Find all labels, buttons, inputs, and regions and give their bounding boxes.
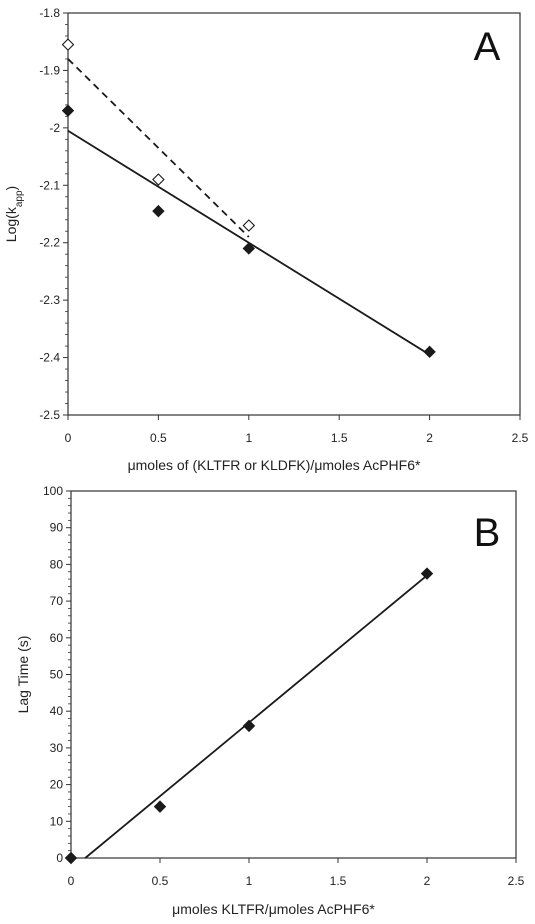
x-axis-label-text: moles of (KLTFR or KLDFK)/ [136,457,315,473]
x-axis-label-mu: μ [314,457,322,473]
y-tick-label: 70 [50,594,64,608]
y-tick-label: 10 [50,814,64,828]
open-diamond-marker [242,219,256,232]
open-diamond-marker [61,38,75,51]
x-tick-label: 1 [246,874,253,888]
y-tick-label: -2.2 [39,236,60,250]
y-tick-label: -2.4 [39,351,60,365]
filled-diamond-marker [152,204,165,218]
y-tick-label: -1.8 [39,6,60,20]
y-axis-label-subscript: app [14,190,25,207]
x-tick-label: 2 [424,874,431,888]
x-axis-label-mu: μ [128,457,136,473]
y-axis-label-close: ) [3,186,19,191]
y-tick-label: 90 [50,521,64,535]
filled-diamond-marker [242,242,256,255]
y-tick-label: -1.9 [39,63,60,77]
y-tick-label: -2 [49,121,60,135]
filled-diamond-marker [242,719,256,733]
y-tick-label: 50 [50,668,64,682]
y-tick-label: -2.1 [39,178,60,192]
x-tick-label: 0.5 [152,874,169,888]
y-axis-label-text: Lag Time (s) [15,636,31,714]
x-axis-label-tail: moles AcPHF6* [322,457,421,473]
filled-diamond-marker [64,851,78,865]
x-tick-label: 2.5 [508,874,525,888]
y-tick-label: 40 [50,704,64,718]
x-tick-label: 0 [65,431,72,445]
filled-diamond-marker [420,567,434,580]
panel-label: A [474,25,501,69]
x-axis-label-mu: μ [172,901,180,917]
fit-line-dashed [67,58,250,238]
plot-frame [67,12,521,416]
filled-diamond-marker [153,800,167,813]
x-tick-label: 2 [426,431,433,445]
x-axis-label-tail: moles AcPHF6* [277,901,376,917]
y-axis-label: Lag Time (s) [15,636,31,714]
filled-diamond-marker [423,345,436,359]
open-diamond-marker [152,173,165,186]
filled-diamond-marker [61,104,75,117]
y-tick-label: 20 [50,778,64,792]
y-tick-label: -2.5 [39,408,60,422]
y-tick-label: 60 [50,631,64,645]
x-tick-label: 1 [245,431,252,445]
panel-a: -2.5 -2.4 -2.3 -2.2 -2.1 -2 -1.9 -1.8 0 0.5 1 1.5 2 2… [3,6,529,473]
y-tick-label: 0 [56,851,63,865]
y-tick-label: 100 [43,484,63,498]
x-axis-label-mu: μ [269,901,277,917]
x-tick-label: 0.5 [150,431,167,445]
y-tick-label: 80 [50,557,64,571]
plot-frame [70,490,517,859]
x-axis-label: μmoles of (KLTFR or KLDFK)/μmoles AcPHF6… [128,457,421,473]
y-axis-label: Log(kapp) [3,186,25,242]
x-axis-label: μmoles KLTFR/μmoles AcPHF6* [172,901,375,917]
x-tick-label: 2.5 [512,431,529,445]
panel-label: B [474,511,501,555]
y-tick-label: 30 [50,741,64,755]
y-axis-label-text: Log(k [3,206,19,242]
x-tick-label: 1.5 [330,874,347,888]
x-tick-label: 0 [68,874,75,888]
fit-line-solid [84,574,428,859]
x-tick-label: 1.5 [331,431,348,445]
y-tick-label: -2.3 [39,293,60,307]
x-axis-label-text: moles KLTFR/ [180,901,269,917]
